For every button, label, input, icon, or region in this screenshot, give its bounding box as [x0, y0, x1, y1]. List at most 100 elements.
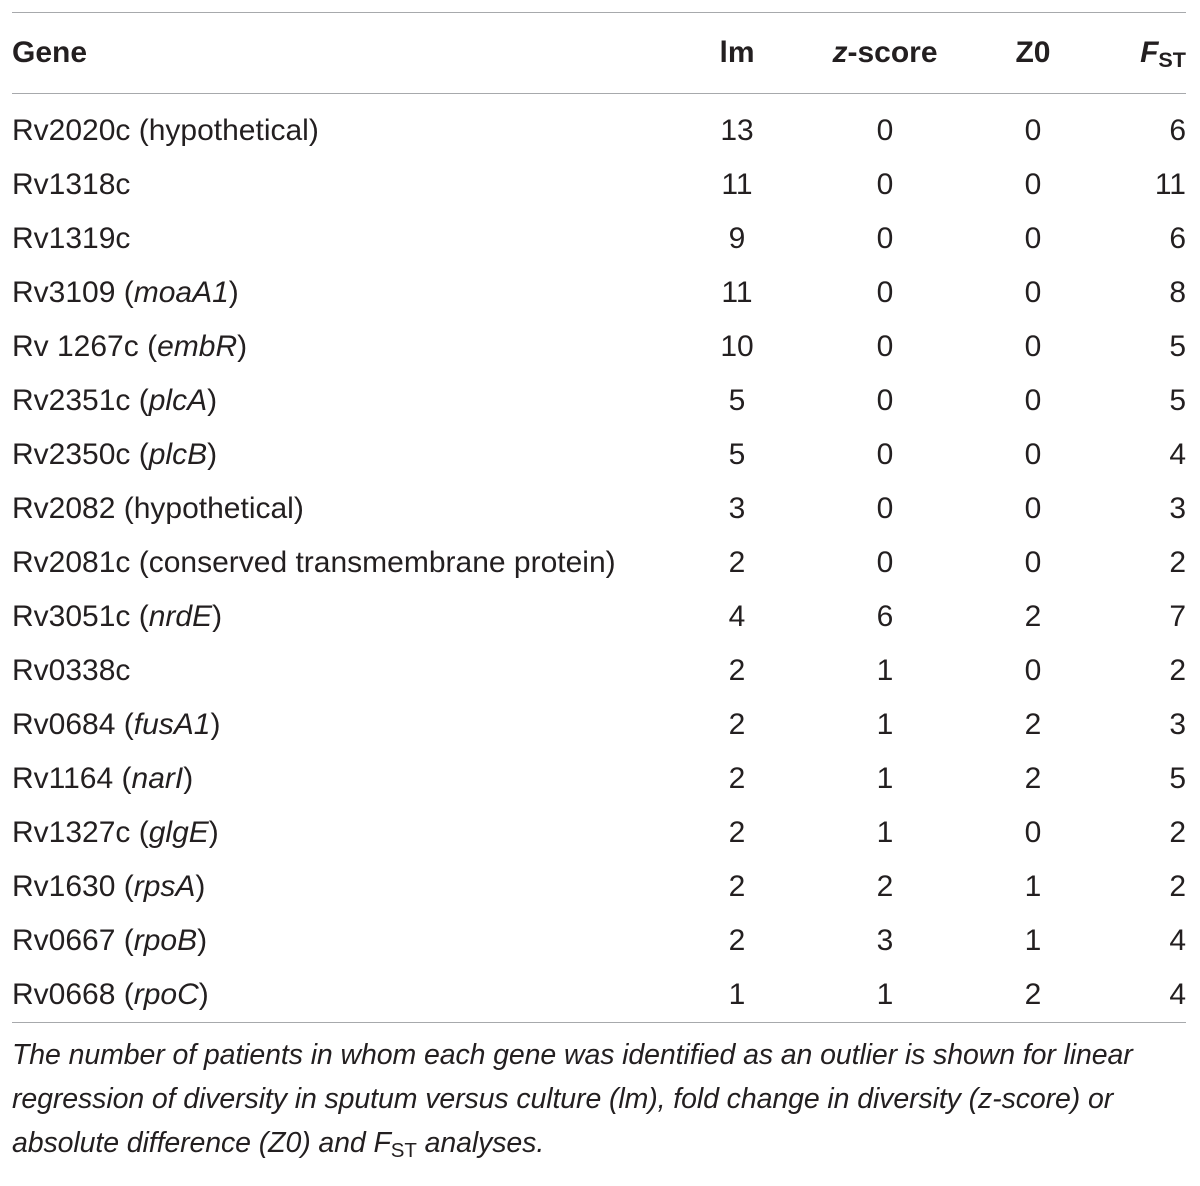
cell-fst: 4: [1169, 438, 1186, 471]
cell-fst: 7: [1169, 600, 1186, 633]
caption-text-part2: analyses.: [416, 1127, 545, 1159]
cell-z-score: 0: [876, 276, 894, 309]
table-row: Rv 1267c (embR) 10 0 0 5: [12, 320, 1190, 374]
cell-lm: 10: [720, 330, 754, 363]
cell-lm: 5: [728, 438, 746, 471]
cell-lm: 2: [728, 546, 746, 579]
table-header-row: Gene lm z-score Z0 FST: [12, 13, 1190, 93]
table-row: Rv1164 (narI) 2 1 2 5: [12, 752, 1190, 806]
cell-z-score: 0: [876, 492, 894, 525]
cell-gene: Rv1164 (narI): [12, 752, 684, 806]
gene-name-suffix: ): [208, 816, 219, 849]
table-header-rule: [12, 93, 1186, 94]
cell-z-score: 1: [876, 654, 894, 687]
table-row: Rv2020c (hypothetical) 13 0 0 6: [12, 104, 1190, 158]
header-gene: Gene: [12, 36, 88, 69]
gene-name: Rv1318c: [12, 168, 131, 201]
cell-lm: 4: [728, 600, 746, 633]
header-fst-sub: ST: [1158, 46, 1186, 72]
cell-gene: Rv1327c (glgE): [12, 806, 684, 860]
gene-symbol: rpoB: [133, 924, 198, 957]
cell-fst: 2: [1169, 654, 1186, 687]
cell-z0: 0: [1024, 114, 1042, 147]
cell-z0: 0: [1024, 492, 1042, 525]
cell-z-score: 2: [876, 870, 894, 903]
table-row: Rv1327c (glgE) 2 1 0 2: [12, 806, 1190, 860]
gene-outlier-table: Gene lm z-score Z0 FST: [12, 13, 1190, 93]
cell-z0: 0: [1024, 168, 1042, 201]
gene-symbol: rpoC: [133, 978, 199, 1011]
cell-lm: 2: [728, 870, 746, 903]
cell-lm: 2: [728, 924, 746, 957]
cell-z0: 0: [1024, 384, 1042, 417]
table-body-spacer: [12, 94, 1190, 104]
cell-z0: 2: [1024, 978, 1042, 1011]
cell-z-score: 1: [876, 708, 894, 741]
cell-gene: Rv3051c (nrdE): [12, 590, 684, 644]
table-bottom-rule: [12, 1022, 1186, 1023]
gene-symbol: plcA: [148, 384, 208, 417]
gene-name-suffix: ): [237, 330, 248, 363]
cell-fst: 11: [1154, 168, 1186, 201]
cell-fst: 4: [1169, 924, 1186, 957]
table-row: Rv1318c 11 0 0 11: [12, 158, 1190, 212]
gene-symbol: glgE: [148, 816, 209, 849]
cell-z0: 0: [1024, 438, 1042, 471]
cell-fst: 3: [1169, 492, 1186, 525]
cell-gene: Rv0668 (rpoC): [12, 968, 684, 1022]
gene-name-prefix: Rv2350c (: [12, 438, 149, 471]
cell-lm: 3: [728, 492, 746, 525]
header-lm: lm: [719, 36, 755, 69]
gene-symbol: rpsA: [133, 870, 196, 903]
cell-lm: 9: [728, 222, 746, 255]
gene-name-prefix: Rv1164 (: [12, 762, 132, 795]
cell-z-score: 1: [876, 816, 894, 849]
cell-gene: Rv2082 (hypothetical): [12, 482, 684, 536]
cell-gene: Rv2350c (plcB): [12, 428, 684, 482]
cell-z-score: 0: [876, 384, 894, 417]
cell-gene: Rv1318c: [12, 158, 684, 212]
gene-name: Rv0338c: [12, 654, 131, 687]
cell-fst: 6: [1169, 222, 1186, 255]
caption-text-part1: The number of patients in whom each gene…: [12, 1039, 1133, 1159]
gene-name-suffix: ): [207, 438, 218, 471]
table-row: Rv0684 (fusA1) 2 1 2 3: [12, 698, 1190, 752]
cell-lm: 11: [721, 276, 753, 309]
header-z0: Z0: [1015, 36, 1051, 69]
cell-gene: Rv1319c: [12, 212, 684, 266]
cell-z0: 0: [1024, 816, 1042, 849]
table-row: Rv0667 (rpoB) 2 3 1 4: [12, 914, 1190, 968]
gene-name-suffix: ): [207, 384, 218, 417]
gene-name-prefix: Rv1630 (: [12, 870, 134, 903]
cell-z-score: 0: [876, 114, 894, 147]
gene-name-prefix: Rv2351c (: [12, 384, 149, 417]
table-row: Rv3109 (moaA1) 11 0 0 8: [12, 266, 1190, 320]
gene-name-suffix: ): [195, 870, 206, 903]
gene-name-suffix: ): [197, 924, 208, 957]
cell-z0: 2: [1024, 708, 1042, 741]
gene-name-suffix: ): [210, 708, 221, 741]
cell-z-score: 1: [876, 762, 894, 795]
cell-fst: 2: [1169, 546, 1186, 579]
gene-symbol: embR: [157, 330, 238, 363]
table-row: Rv1319c 9 0 0 6: [12, 212, 1190, 266]
cell-gene: Rv 1267c (embR): [12, 320, 684, 374]
gene-symbol: narI: [131, 762, 184, 795]
header-z-score-rest: -score: [847, 36, 938, 69]
cell-lm: 2: [728, 816, 746, 849]
cell-lm: 13: [720, 114, 754, 147]
gene-name-suffix: ): [183, 762, 194, 795]
cell-gene: Rv0667 (rpoB): [12, 914, 684, 968]
cell-lm: 5: [728, 384, 746, 417]
cell-z-score: 6: [876, 600, 894, 633]
gene-name-prefix: Rv 1267c (: [12, 330, 158, 363]
cell-z-score: 0: [876, 546, 894, 579]
cell-lm: 11: [721, 168, 753, 201]
cell-lm: 2: [728, 762, 746, 795]
cell-fst: 5: [1169, 384, 1186, 417]
table-row: Rv0338c 2 1 0 2: [12, 644, 1190, 698]
cell-z0: 0: [1024, 330, 1042, 363]
cell-z-score: 0: [876, 438, 894, 471]
cell-fst: 8: [1169, 276, 1186, 309]
table-container: Gene lm z-score Z0 FST Rv2020c (hypothet…: [12, 12, 1186, 1168]
